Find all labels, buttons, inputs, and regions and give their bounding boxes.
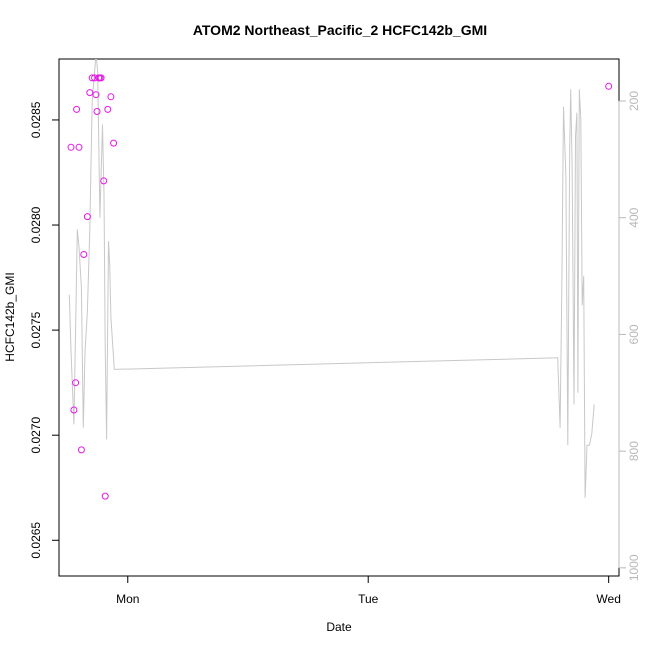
y2-tick-label: 200 [627,91,641,111]
data-point [67,143,75,151]
data-point [80,251,88,258]
y2-axis: 200 400 600 800 1000 [618,91,641,581]
data-point [632,128,638,134]
data-point [628,85,634,91]
data-point [636,273,642,279]
data-point [70,406,78,414]
data-point [75,143,83,151]
data-point [644,474,650,480]
data-point [629,75,635,81]
data-point [92,91,100,99]
y-tick-label: 0.0280 [29,206,43,243]
y2-tick-label: 600 [627,324,641,344]
data-point [73,105,81,113]
plot-content [67,59,650,562]
y-tick-label: 0.0285 [29,101,43,138]
data-point [625,75,631,81]
x-tick-label: Tue [358,592,379,606]
y-tick-label: 0.0270 [29,417,43,454]
x-axis-label: Date [326,620,352,634]
data-point [635,121,641,127]
data-point [101,492,109,500]
data-point [93,108,101,115]
data-point [642,556,648,562]
data-point [83,213,91,221]
data-point [627,264,633,270]
y2-tick-label: 800 [627,441,641,461]
x-tick-label: Wed [596,592,620,606]
series-line-1 [68,59,595,498]
y-axis-label: HCFC142b_GMI [3,272,17,361]
data-point [646,336,650,342]
data-point [624,161,630,167]
data-point [86,89,94,97]
chart-title: ATOM2 Northeast_Pacific_2 HCFC142b_GMI [193,22,487,38]
data-point [635,75,641,81]
data-point [97,74,105,82]
y-axis: 0.0265 0.0270 0.0275 0.0280 0.0285 [29,101,60,559]
data-point [100,177,108,185]
y2-tick-label: 400 [627,207,641,227]
data-point [639,75,645,81]
y-tick-label: 0.0265 [29,522,43,559]
data-point [605,82,613,90]
data-point [77,446,85,454]
data-point [110,139,118,147]
data-point [107,93,115,101]
y2-tick-label: 1000 [627,554,641,581]
x-tick-label: Mon [116,592,139,606]
data-point [72,379,80,387]
plot-frame [58,58,620,577]
x-axis: Mon Tue Wed [116,575,621,606]
data-point [104,105,112,113]
y-tick-label: 0.0275 [29,311,43,348]
